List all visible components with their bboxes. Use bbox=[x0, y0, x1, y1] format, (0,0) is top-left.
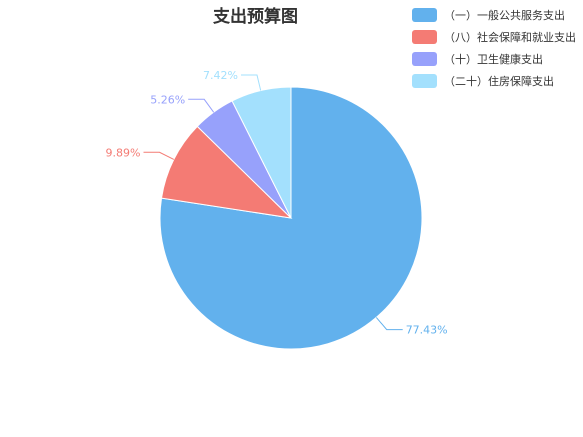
data-label: 7.42% bbox=[203, 69, 238, 82]
label-leader-line bbox=[241, 74, 262, 91]
data-label: 77.43% bbox=[406, 324, 448, 337]
legend-swatch-general-public-services bbox=[412, 8, 437, 22]
legend-item-health[interactable]: （十）卫生健康支出 bbox=[412, 48, 576, 70]
legend-label: （一）一般公共服务支出 bbox=[444, 9, 565, 22]
slice-general-public-services[interactable] bbox=[159, 86, 423, 350]
legend-item-general-public-services[interactable]: （一）一般公共服务支出 bbox=[412, 4, 576, 26]
legend-swatch-health bbox=[412, 52, 437, 66]
data-label: 9.89% bbox=[106, 146, 141, 159]
slice-social-security[interactable] bbox=[160, 125, 293, 219]
label-leader-line bbox=[143, 151, 175, 160]
legend-label: （八）社会保障和就业支出 bbox=[444, 31, 576, 44]
legend-item-social-security[interactable]: （八）社会保障和就业支出 bbox=[412, 26, 576, 48]
chart-title: 支出预算图 bbox=[213, 7, 298, 27]
legend-label: （二十）住房保障支出 bbox=[444, 75, 554, 88]
label-leader-line bbox=[188, 98, 215, 113]
slice-housing[interactable] bbox=[231, 86, 292, 219]
legend-swatch-housing bbox=[412, 74, 437, 88]
label-leader-line bbox=[375, 317, 403, 331]
legend-item-housing[interactable]: （二十）住房保障支出 bbox=[412, 70, 576, 92]
legend-label: （十）卫生健康支出 bbox=[444, 53, 543, 66]
data-label: 5.26% bbox=[150, 93, 185, 106]
legend-swatch-social-security bbox=[412, 30, 437, 44]
legend: （一）一般公共服务支出 （八）社会保障和就业支出 （十）卫生健康支出 （二十）住… bbox=[412, 4, 576, 92]
